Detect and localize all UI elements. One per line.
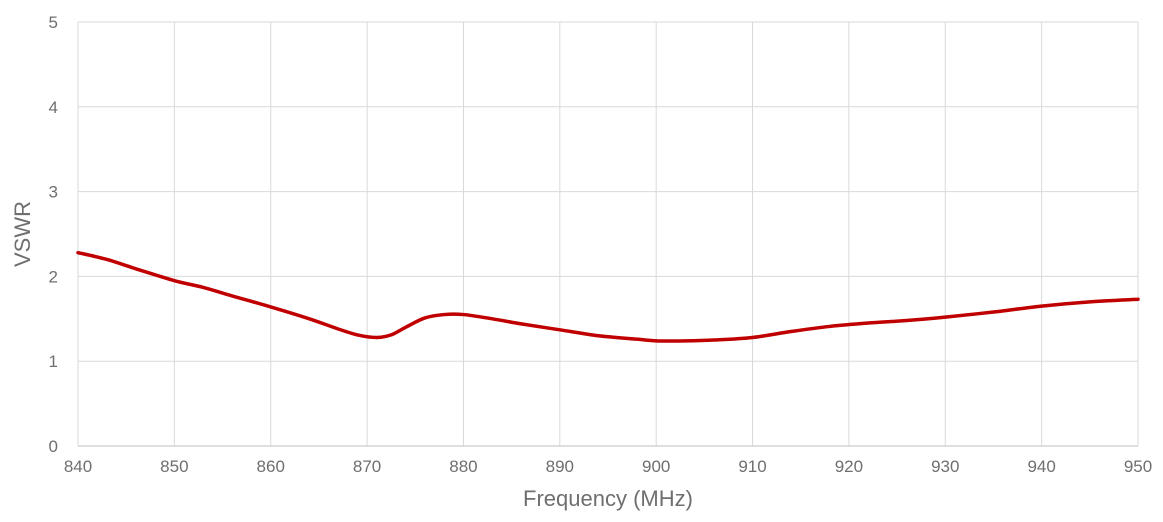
y-tick-label: 0 [49, 437, 58, 456]
x-tick-label: 940 [1027, 457, 1055, 476]
x-tick-label: 950 [1124, 457, 1152, 476]
series-layer [76, 250, 1140, 343]
x-tick-label: 910 [738, 457, 766, 476]
y-tick-label: 5 [49, 13, 58, 32]
x-tick-label: 860 [257, 457, 285, 476]
x-tick-label: 840 [64, 457, 92, 476]
vswr-series-line [76, 250, 1140, 343]
x-axis-title: Frequency (MHz) [523, 486, 693, 511]
y-tick-label: 4 [49, 98, 58, 117]
x-tick-label: 930 [931, 457, 959, 476]
x-tick-label: 900 [642, 457, 670, 476]
y-tick-label: 2 [49, 267, 58, 286]
x-tick-label: 890 [546, 457, 574, 476]
y-tick-label: 1 [49, 352, 58, 371]
label-layer: 840 850 860 870 880 890 900 910 920 930 940 950 0 1 2 3… [49, 13, 1153, 476]
x-tick-label: 850 [160, 457, 188, 476]
grid-layer [77, 21, 1139, 446]
x-tick-label: 920 [835, 457, 863, 476]
y-tick-label: 3 [49, 183, 58, 202]
x-tick-label: 880 [449, 457, 477, 476]
y-axis-title: VSWR [10, 201, 35, 267]
x-tick-label: 870 [353, 457, 381, 476]
